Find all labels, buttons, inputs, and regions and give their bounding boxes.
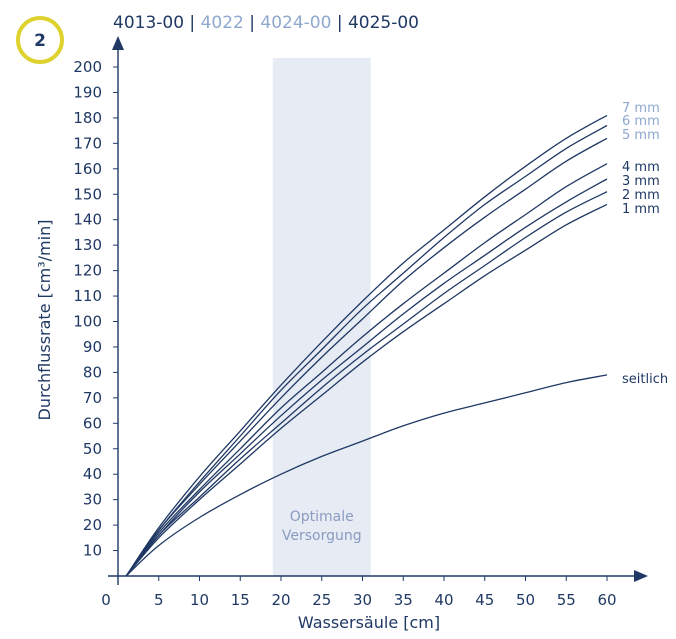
series-line-1-mm	[125, 203, 608, 577]
series-label-7-mm: 7 mm	[622, 101, 660, 116]
series-line-6-mm	[125, 124, 608, 577]
series-label-6-mm: 6 mm	[622, 114, 660, 129]
x-axis-arrow	[634, 570, 648, 582]
series-label-4-mm: 4 mm	[622, 160, 660, 175]
y-tick-label: 180	[73, 109, 102, 127]
x-tick-label: 10	[190, 591, 209, 609]
y-tick-label: 90	[83, 338, 102, 356]
x-axis-title: Wassersäule [cm]	[298, 613, 440, 632]
x-tick-label: 50	[516, 591, 535, 609]
y-tick-label: 40	[83, 465, 102, 483]
y-tick-label: 110	[73, 287, 102, 305]
x-tick-label: 30	[353, 591, 372, 609]
series-label-2-mm: 2 mm	[622, 188, 660, 203]
x-tick-label: 0	[101, 591, 111, 609]
y-tick-label: 50	[83, 440, 102, 458]
x-tick-label: 15	[231, 591, 250, 609]
y-tick-label: 100	[73, 313, 102, 331]
y-tick-label: 60	[83, 414, 102, 432]
x-tick-label: 40	[434, 591, 453, 609]
y-axis-arrow	[112, 36, 124, 50]
y-tick-label: 200	[73, 58, 102, 76]
x-tick-label: 60	[597, 591, 616, 609]
y-tick-label: 160	[73, 160, 102, 178]
series-line-7-mm	[125, 114, 608, 577]
header-item-4: 4024-00	[260, 13, 331, 33]
header-item-5: |	[331, 13, 348, 33]
y-tick-label: 170	[73, 134, 102, 152]
y-tick-label: 150	[73, 185, 102, 203]
y-tick-label: 10	[83, 542, 102, 560]
y-tick-label: 80	[83, 363, 102, 381]
optimal-band-label-line: Versorgung	[282, 528, 362, 544]
header-item-2: 4022	[201, 13, 244, 33]
series-label-3-mm: 3 mm	[622, 174, 660, 189]
series-labels: 7 mm6 mm5 mm 4 mm3 mm2 mm1 mm seitlich	[622, 101, 668, 387]
y-tick-label: 20	[83, 516, 102, 534]
optimal-supply-band: Optimale Versorgung	[272, 58, 371, 576]
axes	[108, 36, 648, 585]
figure-number-badge: 2	[16, 16, 64, 64]
x-tick-label: 5	[154, 591, 164, 609]
product-codes-header: 4013-00 | 4022 | 4024-00 | 4025-00	[113, 13, 419, 33]
header-item-1: |	[184, 13, 201, 33]
x-tick-label: 35	[394, 591, 413, 609]
y-tick-label: 130	[73, 236, 102, 254]
optimal-band-label-line: Optimale	[290, 509, 354, 525]
y-tick-label: 70	[83, 389, 102, 407]
series-line-seitlich	[125, 374, 608, 577]
x-tick-label: 25	[312, 591, 331, 609]
y-tick-labels: 10 20 30 40 50 60 70 80 90 100 110 120 130 140 150 160 1…	[73, 58, 102, 560]
x-tick-label: 20	[271, 591, 290, 609]
optimal-band-rect	[272, 58, 371, 576]
y-tick-label: 30	[83, 491, 102, 509]
series-label-seitlich: seitlich	[622, 372, 668, 387]
series-line-3-mm	[125, 178, 608, 577]
series-line-5-mm	[125, 137, 608, 577]
header-item-0: 4013-00	[113, 13, 184, 33]
y-tick-label: 140	[73, 211, 102, 229]
series-label-1-mm: 1 mm	[622, 202, 660, 217]
x-tick-labels: 0 5 10 15 20 25 30 35 40 45 50 55 60	[101, 591, 616, 609]
y-tick-label: 120	[73, 262, 102, 280]
series-line-2-mm	[125, 191, 608, 577]
y-tick-label: 190	[73, 83, 102, 101]
series-lines	[125, 114, 608, 577]
series-label-5-mm: 5 mm	[622, 128, 660, 143]
series-line-4-mm	[125, 163, 608, 577]
header-item-6: 4025-00	[348, 13, 419, 33]
x-tick-label: 55	[557, 591, 576, 609]
header-item-3: |	[244, 13, 261, 33]
figure-number: 2	[34, 31, 46, 51]
x-tick-label: 45	[475, 591, 494, 609]
y-axis-title: Durchflussrate [cm³/min]	[35, 220, 54, 421]
